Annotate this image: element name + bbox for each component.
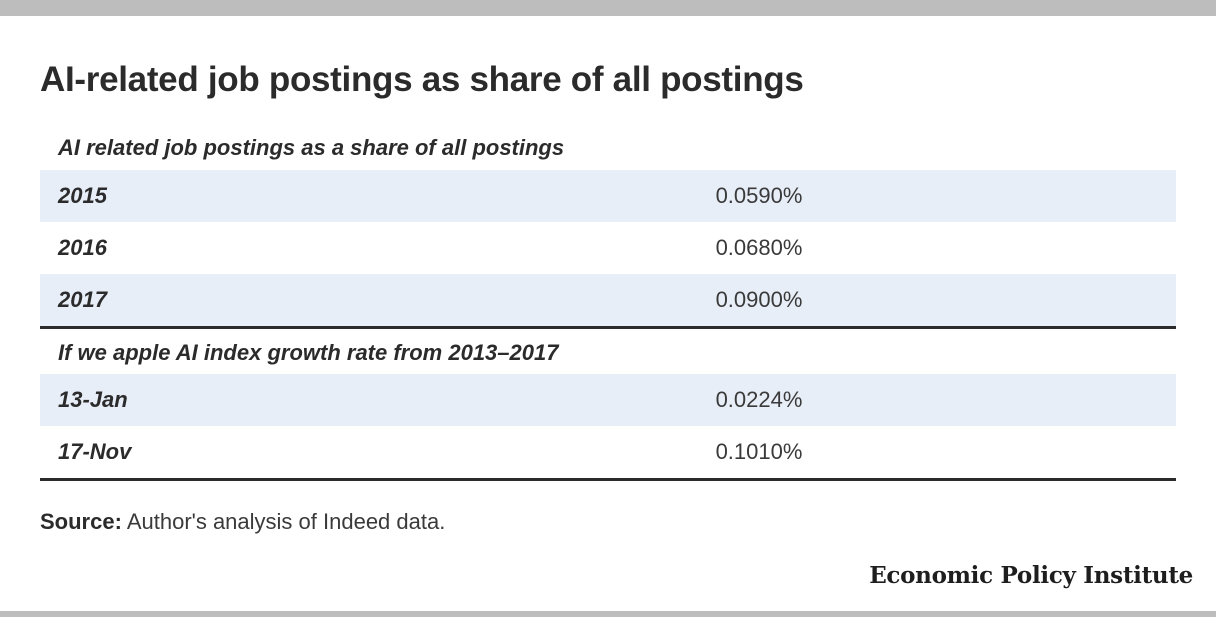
row-value: 0.0590% — [715, 183, 803, 208]
row-label: 17-Nov — [58, 439, 132, 464]
row-label: 2017 — [58, 287, 107, 312]
brand-logo-text: Economic Policy Institute — [869, 562, 1193, 589]
row-value: 0.0224% — [715, 387, 803, 412]
bottom-border-bar — [0, 611, 1216, 617]
table-row: 2016 0.0680% — [40, 222, 1176, 274]
row-label: 13-Jan — [58, 387, 128, 412]
section-header-growth-rate: If we apple AI index growth rate from 20… — [58, 340, 559, 365]
row-value: 0.0900% — [715, 287, 803, 312]
table-row: 17-Nov 0.1010% — [40, 426, 1176, 478]
table-row: 2015 0.0590% — [40, 170, 1176, 222]
top-border-bar — [0, 0, 1216, 16]
row-value: 0.0680% — [715, 235, 803, 260]
source-note: Source: Author's analysis of Indeed data… — [40, 509, 445, 535]
page-title: AI-related job postings as share of all … — [40, 60, 804, 99]
row-value: 0.1010% — [715, 439, 803, 464]
source-text: Author's analysis of Indeed data. — [121, 509, 446, 534]
section-divider — [40, 326, 1176, 329]
source-label: Source: — [40, 509, 122, 534]
data-table: AI related job postings as a share of al… — [40, 126, 1176, 481]
row-label: 2015 — [58, 183, 107, 208]
table-row: 2017 0.0900% — [40, 274, 1176, 326]
row-label: 2016 — [58, 235, 107, 260]
table-bottom-rule — [40, 478, 1176, 481]
table-row: 13-Jan 0.0224% — [40, 374, 1176, 426]
section-header-postings-share: AI related job postings as a share of al… — [58, 135, 565, 160]
